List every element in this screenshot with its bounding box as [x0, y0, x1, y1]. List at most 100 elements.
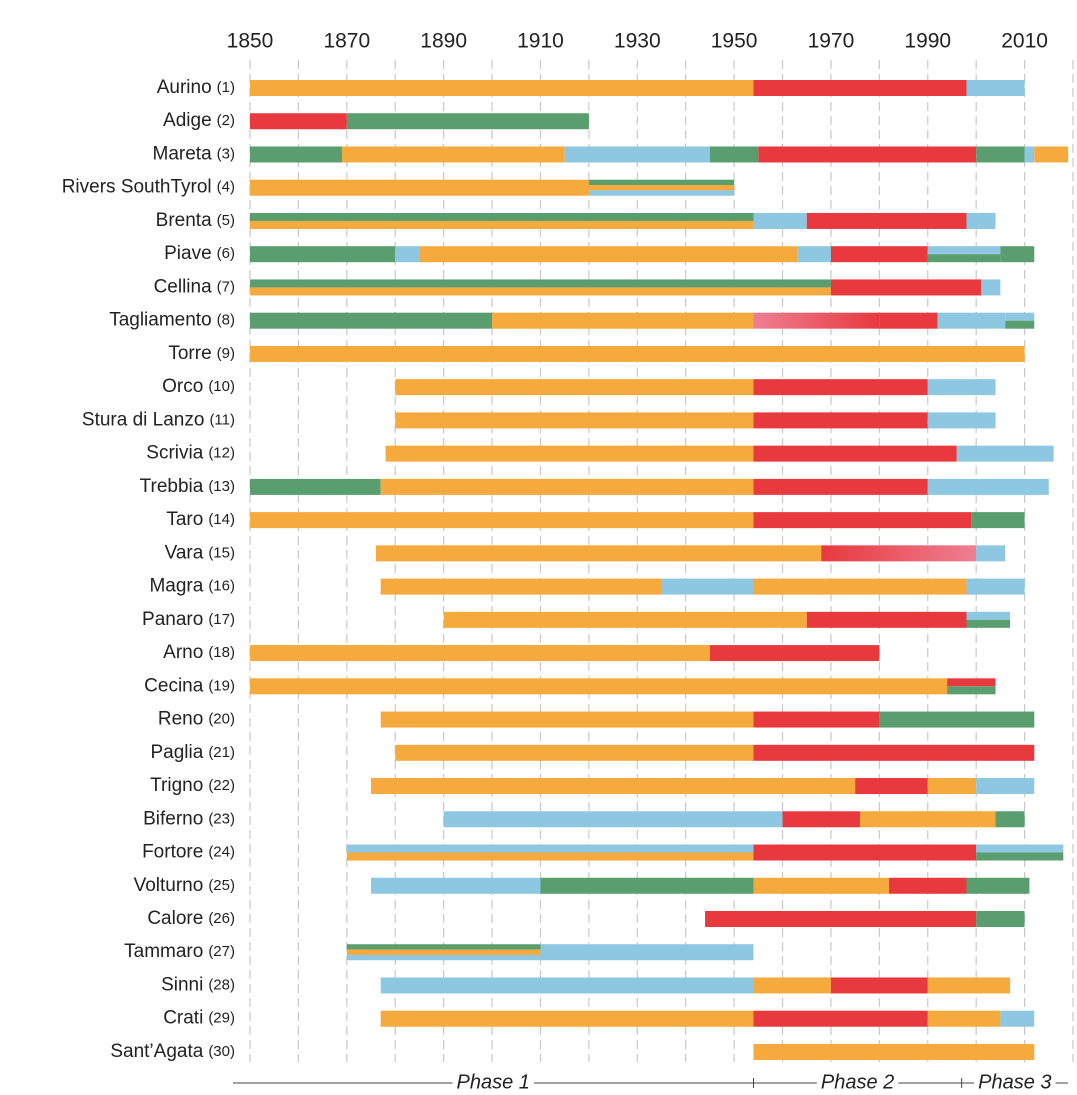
segment: [1005, 320, 1035, 329]
row-name: Cellina: [154, 276, 213, 297]
segment: [380, 977, 754, 994]
segment: [1000, 246, 1035, 263]
row-name: Biferno: [143, 808, 203, 829]
row-name: Adige: [163, 110, 212, 131]
row-id: (5): [217, 212, 235, 229]
segment: [250, 678, 948, 695]
row-label: Biferno (23): [143, 808, 235, 829]
segment: [753, 445, 957, 462]
row-label: Scrivia (12): [146, 443, 235, 464]
segment: [540, 877, 754, 894]
segment: [976, 852, 1064, 861]
segment: [250, 345, 1025, 362]
segment: [753, 80, 967, 96]
row-label: Paglia (21): [150, 742, 235, 763]
row-id: (16): [208, 578, 235, 595]
row-name: Trebbia: [140, 476, 204, 497]
segment: [753, 1043, 1035, 1060]
segment: [395, 744, 754, 761]
row-name: Vara: [165, 542, 204, 563]
row-label: Tammaro (27): [124, 941, 235, 962]
row-label: Panaro (17): [142, 609, 235, 630]
row-name: Calore: [147, 908, 203, 929]
segment: [443, 611, 807, 628]
segment: [976, 911, 1025, 927]
row-name: Cecina: [144, 675, 204, 696]
row-id: (7): [217, 278, 235, 295]
segment: [346, 954, 541, 961]
row-label: Adige (2): [163, 110, 235, 131]
segment: [443, 811, 783, 828]
row-label: Crati (29): [163, 1008, 235, 1029]
segment: [1024, 146, 1035, 163]
segment: [927, 977, 1011, 994]
segment: [540, 944, 754, 961]
row-label: Fortore (24): [142, 842, 235, 863]
segment: [753, 877, 890, 894]
row-id: (13): [208, 478, 235, 495]
row-id: (30): [208, 1043, 235, 1060]
segment: [564, 146, 710, 163]
segment: [1000, 1010, 1035, 1027]
segment: [709, 146, 759, 163]
x-tick-label: 1990: [904, 30, 951, 53]
row-id: (24): [208, 843, 235, 860]
row-id: (1): [217, 79, 235, 96]
segment: [395, 379, 754, 396]
segment: [976, 844, 1064, 853]
segment: [341, 146, 565, 163]
row-id: (4): [217, 179, 235, 196]
segment: [250, 246, 396, 263]
segment: [250, 80, 754, 96]
segment: [753, 379, 928, 396]
segment: [371, 778, 856, 795]
segment: [753, 711, 880, 728]
row-name: Volturno: [134, 875, 204, 896]
row-id: (25): [208, 877, 235, 894]
segment: [250, 113, 347, 130]
segment: [753, 1010, 928, 1027]
segment: [250, 279, 831, 288]
segment: [346, 844, 754, 853]
segment: [250, 512, 754, 529]
row-id: (26): [208, 910, 235, 927]
row-id: (19): [208, 677, 235, 694]
segment: [927, 379, 996, 396]
row-label: Arno (18): [163, 642, 235, 663]
row-id: (29): [208, 1010, 235, 1027]
row-id: (14): [208, 511, 235, 528]
segment: [709, 645, 880, 662]
segment: [705, 911, 977, 927]
row-name: Crati: [163, 1008, 203, 1029]
segment: [753, 412, 928, 429]
phase-label: Phase 1: [457, 1071, 530, 1093]
row-name: Trigno: [150, 775, 203, 796]
row-id: (12): [208, 445, 235, 462]
row-label: Magra (16): [149, 576, 235, 597]
segment: [806, 212, 967, 229]
row-name: Torre: [168, 343, 211, 364]
segment: [879, 312, 938, 329]
segment: [371, 877, 541, 894]
row-name: Aurino: [157, 77, 212, 98]
row-name: Paglia: [150, 742, 203, 763]
segment: [395, 412, 754, 429]
segment: [981, 279, 1001, 296]
segment: [821, 545, 977, 562]
row-label: Trigno (22): [150, 775, 235, 796]
row-name: Arno: [163, 642, 203, 663]
row-name: Taro: [166, 509, 203, 530]
segment: [830, 279, 982, 296]
row-id: (10): [208, 378, 235, 395]
row-name: Orco: [162, 376, 203, 397]
row-name: Tammaro: [124, 941, 203, 962]
segment: [492, 312, 754, 329]
row-label: Calore (26): [147, 908, 235, 929]
segment: [753, 578, 967, 595]
segment: [927, 478, 1049, 495]
x-tick-label: 1930: [614, 30, 661, 53]
row-name: Stura di Lanzo: [82, 409, 205, 430]
segment: [661, 578, 754, 595]
row-id: (6): [217, 245, 235, 262]
row-label: Rivers SouthTyrol (4): [62, 177, 235, 198]
